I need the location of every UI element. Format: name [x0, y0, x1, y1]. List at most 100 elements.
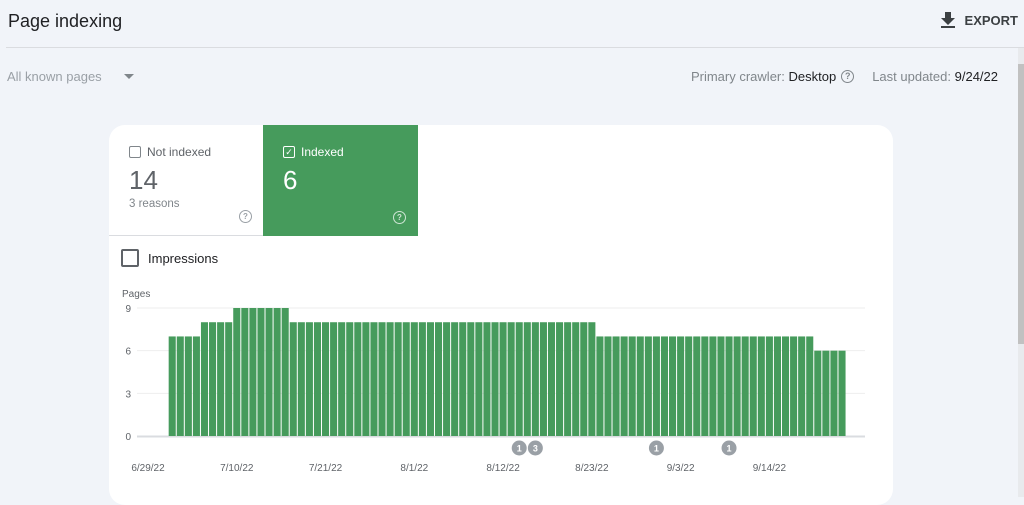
bar: [410, 322, 418, 436]
bar: [176, 336, 184, 436]
tab-label: Indexed: [301, 145, 344, 159]
x-tick-label: 7/10/22: [220, 463, 254, 474]
bar: [402, 322, 410, 436]
bar: [370, 322, 378, 436]
bar: [580, 322, 588, 436]
bar: [265, 308, 273, 436]
bar: [701, 336, 709, 436]
tab-count: 6: [283, 165, 298, 195]
page-filter-dropdown[interactable]: All known pages: [7, 69, 134, 84]
bar: [184, 336, 192, 436]
page-header: Page indexing EXPORT: [6, 0, 1024, 48]
bar: [443, 322, 451, 436]
bar: [451, 322, 459, 436]
impressions-checkbox[interactable]: [121, 249, 139, 267]
bar: [426, 322, 434, 436]
annotation-label: 1: [517, 444, 522, 454]
bar: [434, 322, 443, 436]
help-icon[interactable]: ?: [841, 70, 855, 83]
checkbox-not-indexed[interactable]: [129, 146, 141, 158]
bar: [814, 350, 822, 436]
help-icon[interactable]: ?: [239, 210, 252, 223]
bar: [354, 322, 362, 436]
tab-not-indexed[interactable]: Not indexed 14 3 reasons ?: [109, 125, 264, 236]
bar: [249, 308, 257, 436]
bar: [338, 322, 346, 436]
checkbox-indexed[interactable]: ✓: [283, 146, 295, 158]
bar: [523, 322, 531, 436]
bar: [539, 322, 547, 436]
bar: [531, 322, 539, 436]
bar: [322, 322, 330, 436]
y-tick-label: 9: [125, 304, 131, 315]
download-icon: [940, 12, 955, 28]
bar: [515, 322, 523, 436]
bar: [209, 322, 217, 436]
bar: [313, 322, 322, 436]
bar: [677, 336, 685, 436]
report-meta: Primary crawler: Desktop ? Last updated:…: [691, 69, 998, 84]
x-tick-label: 8/1/22: [400, 463, 428, 474]
bar: [378, 322, 386, 436]
annotation-marker: [648, 440, 664, 456]
export-label: EXPORT: [964, 12, 1018, 28]
y-axis-label: Pages: [122, 289, 150, 300]
help-icon[interactable]: ?: [393, 211, 406, 224]
bar: [790, 336, 798, 436]
updated-value: 9/24/22: [954, 69, 998, 84]
bar: [725, 336, 733, 436]
bar: [749, 336, 757, 436]
bar: [588, 322, 596, 436]
tab-indexed[interactable]: ✓ Indexed 6 ?: [263, 125, 418, 236]
bar: [741, 336, 749, 436]
bar: [362, 322, 370, 436]
annotation-marker: [721, 440, 737, 456]
bar: [394, 322, 402, 436]
bar: [564, 322, 572, 436]
bar: [297, 322, 305, 436]
bar: [281, 308, 289, 436]
crawler-label: Primary crawler:: [690, 69, 785, 84]
bar: [241, 308, 249, 436]
indexed-pages-chart: Pages 0 3 6 9 6/29/22 7/10/22 7/21/22 8/1/22 8/12…: [122, 289, 865, 474]
bar: [305, 322, 313, 436]
page-title: Page indexing: [8, 11, 123, 31]
bar: [733, 336, 741, 436]
chevron-down-icon: [123, 74, 134, 79]
bar: [757, 336, 765, 436]
annotation-label: 1: [654, 444, 659, 454]
bar: [628, 336, 636, 436]
bar: [233, 308, 241, 436]
bar: [781, 336, 790, 436]
bar: [192, 336, 200, 436]
bar: [693, 336, 701, 436]
bar: [660, 336, 669, 436]
annotation-label: 1: [727, 444, 732, 454]
bar: [330, 322, 338, 436]
bar: [273, 308, 281, 436]
bar: [806, 336, 814, 436]
bar: [346, 322, 354, 436]
tab-subtitle: 3 reasons: [129, 198, 180, 210]
bar: [685, 336, 693, 436]
bar: [225, 322, 233, 436]
bar: [200, 322, 209, 436]
bar: [556, 322, 564, 436]
bar: [483, 322, 491, 436]
scrollbar[interactable]: [1018, 48, 1024, 497]
bar: [644, 336, 652, 436]
bar: [289, 322, 297, 436]
bar: [765, 336, 773, 436]
y-tick-label: 3: [125, 389, 131, 400]
x-tick-label: 9/14/22: [753, 463, 787, 474]
scrollbar-thumb[interactable]: [1018, 64, 1024, 344]
bar: [636, 336, 644, 436]
impressions-toggle[interactable]: Impressions: [121, 249, 218, 267]
bar: [838, 350, 846, 436]
x-tick-label: 8/23/22: [575, 463, 609, 474]
bar: [459, 322, 467, 436]
bar: [467, 322, 475, 436]
export-button[interactable]: EXPORT: [940, 12, 1018, 28]
bar: [620, 336, 628, 436]
bar: [547, 322, 556, 436]
